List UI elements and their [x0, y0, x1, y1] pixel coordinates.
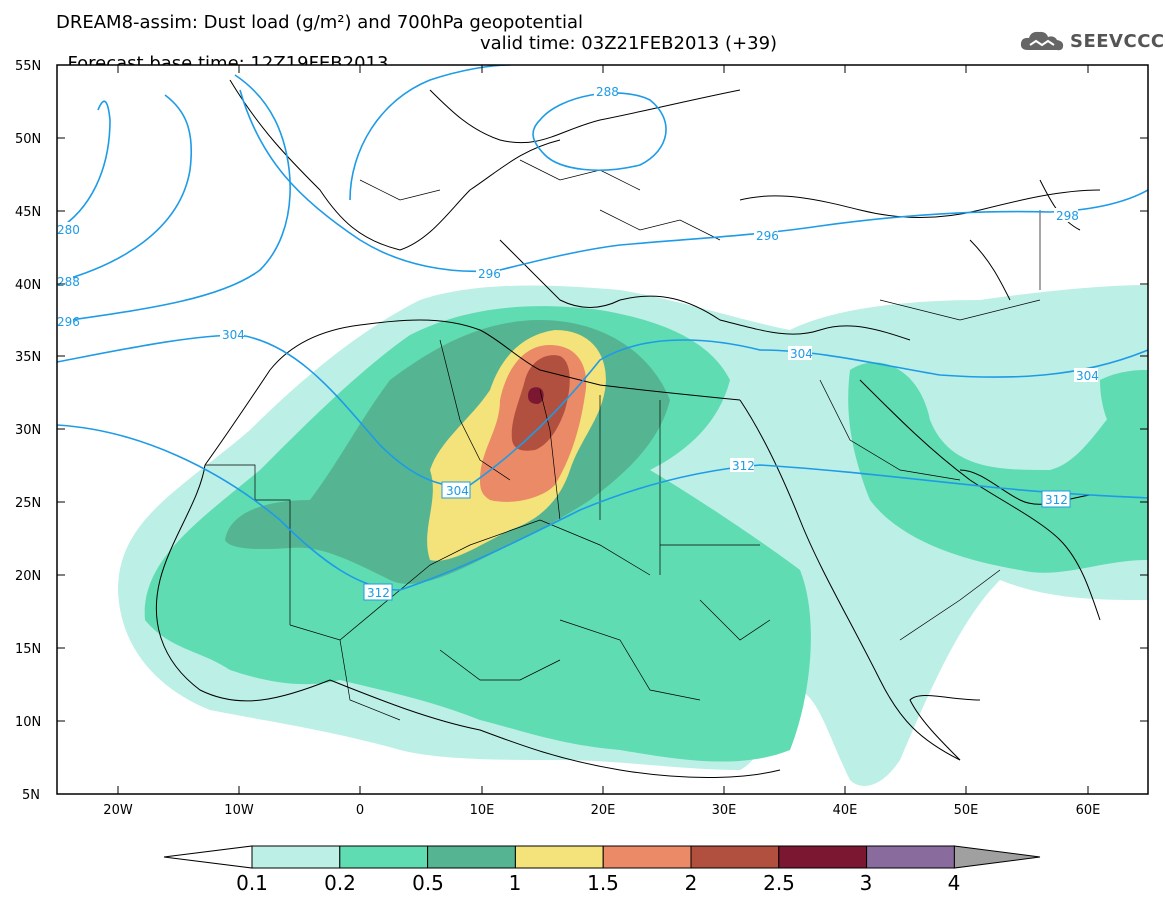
lat-label: 50N [15, 132, 41, 147]
lon-label: 50E [954, 803, 979, 818]
contour-296-west [57, 74, 291, 323]
colorbar-segment [866, 845, 955, 869]
map-area: 288 296 296 298 280 288 296 304 304 304 … [57, 65, 1148, 794]
latitude-labels: 55N 50N 45N 40N 35N 30N 25N 20N 15N 10N … [15, 59, 41, 803]
colorbar-segment [602, 845, 692, 869]
seevccc-logo: SEEVCCC [1018, 28, 1165, 54]
lon-label: 0 [356, 803, 364, 818]
lat-label: 40N [15, 278, 41, 293]
lon-label: 20E [591, 803, 616, 818]
colorbar-segment [339, 845, 429, 869]
colorbar-label: 0.1 [236, 871, 268, 895]
map-title: DREAM8-assim: Dust load (g/m²) and 700hP… [56, 12, 583, 33]
colorbar-label: 2 [685, 871, 698, 895]
colorbar-segment [427, 845, 516, 869]
longitude-labels: 20W 10W 0 10E 20E 30E 40E 50E 60E [103, 803, 1100, 818]
colorbar-label: 4 [948, 871, 961, 895]
cloud-icon [1020, 31, 1064, 51]
contour-label: 304 [1076, 369, 1099, 383]
contour-label: 304 [790, 347, 813, 361]
lat-label: 55N [15, 59, 41, 74]
lon-label: 20W [103, 803, 133, 818]
geopotential-contours [57, 65, 1148, 591]
colorbar-arrow-right [953, 845, 1041, 869]
contour-label: 304 [446, 484, 469, 498]
colorbar-segment [690, 845, 780, 869]
dust-level-2 [511, 355, 570, 451]
valid-time: valid time: 03Z21FEB2013 (+39) [480, 33, 778, 54]
lat-label: 20N [15, 569, 41, 584]
lon-label: 40E [833, 803, 858, 818]
contour-label: 312 [1045, 493, 1068, 507]
colorbar-label: 1.5 [587, 871, 619, 895]
colorbar-label: 0.2 [324, 871, 356, 895]
contour-296-arc [349, 65, 511, 201]
colorbar-label: 2.5 [763, 871, 795, 895]
contour-312 [57, 424, 1148, 591]
contour-label: 304 [222, 328, 245, 342]
colorbar-label: 1 [509, 871, 522, 895]
contour-label: 312 [367, 586, 390, 600]
lon-label: 10W [224, 803, 254, 818]
colorbar-label: 0.5 [412, 871, 444, 895]
lat-label: 15N [15, 642, 41, 657]
lat-label: 10N [15, 715, 41, 730]
coastlines [155, 79, 1101, 778]
colorbar-segment [778, 845, 868, 869]
colorbar-label: 3 [860, 871, 873, 895]
lat-label: 5N [22, 788, 40, 803]
lat-label: 25N [15, 496, 41, 511]
colorbar: 0.1 0.2 0.5 1 1.5 2 2.5 3 4 [163, 845, 1041, 895]
lon-label: 30E [712, 803, 737, 818]
contour-label: 296 [756, 229, 779, 243]
dust-level-0.2-east [1100, 370, 1148, 470]
contour-label: 296 [57, 315, 80, 329]
contour-296-north [239, 89, 1148, 273]
colorbar-segment [251, 845, 341, 869]
colorbar-segment [514, 845, 604, 869]
dust-level-0.2-arabia [848, 362, 1148, 573]
contour-label: 296 [478, 267, 501, 281]
contour-label: 288 [596, 85, 619, 99]
contour-label: 298 [1056, 209, 1079, 223]
contour-labels: 288 296 296 298 280 288 296 304 304 304 … [57, 84, 1099, 601]
contour-288-west [57, 94, 193, 283]
contour-label: 280 [57, 223, 80, 237]
lat-label: 35N [15, 350, 41, 365]
dust-level-2.5 [528, 387, 544, 404]
contour-304 [57, 334, 1148, 487]
lat-label: 30N [15, 423, 41, 438]
lat-label: 45N [15, 205, 41, 220]
contour-label: 288 [57, 275, 80, 289]
lon-label: 60E [1076, 803, 1101, 818]
colorbar-arrow-left [163, 845, 253, 869]
contour-label: 312 [732, 459, 755, 473]
lon-label: 10E [470, 803, 495, 818]
contour-280 [57, 100, 111, 231]
axis-ticks [57, 64, 1148, 794]
logo-text: SEEVCCC [1070, 30, 1165, 52]
